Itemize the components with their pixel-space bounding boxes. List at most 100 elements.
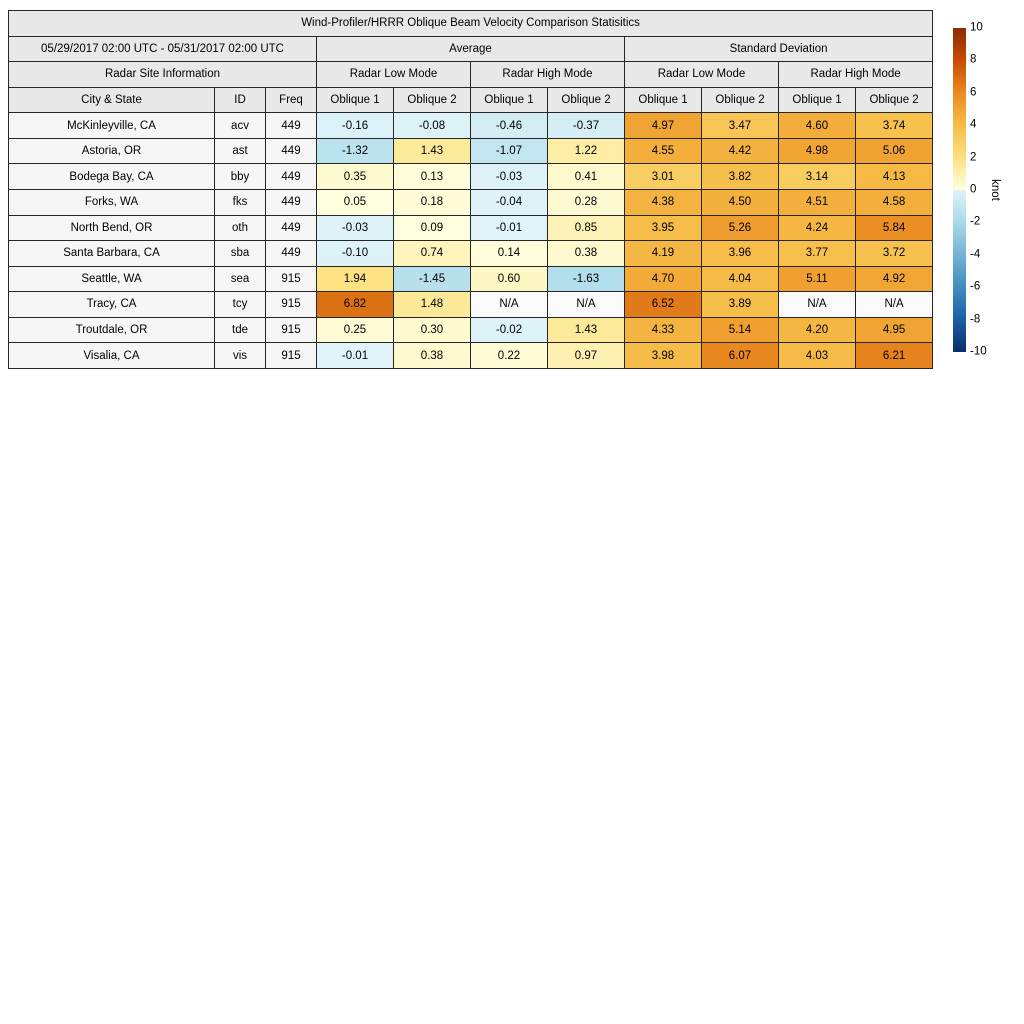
value-cell: -0.01 (470, 214, 548, 242)
col-oblique: Oblique 1 (470, 86, 548, 114)
col-oblique: Oblique 2 (854, 86, 934, 114)
value-cell: N/A (778, 291, 856, 318)
value-cell: 5.14 (701, 316, 779, 344)
value-cell: 6.52 (624, 291, 702, 318)
value-cell: -0.01 (316, 342, 394, 369)
avg-high-mode-header: Radar High Mode (470, 61, 625, 88)
city-cell: Santa Barbara, CA (8, 240, 215, 267)
value-cell: 4.92 (854, 265, 934, 293)
site-id-cell: tcy (214, 291, 266, 318)
freq-cell: 915 (265, 342, 317, 369)
value-cell: 1.43 (393, 137, 471, 165)
value-cell: 3.82 (701, 163, 779, 190)
col-city-state: City & State (8, 86, 215, 114)
table-row: McKinleyville, CA acv 449 -0.16 -0.08 -0.46 -0… (8, 112, 934, 139)
table-row: Astoria, OR ast 449 -1.32 1.43 -1.07 1.22 4.55 4… (8, 137, 934, 165)
value-cell: 4.50 (701, 188, 779, 216)
value-cell: 1.94 (316, 265, 394, 293)
col-oblique: Oblique 2 (393, 86, 471, 114)
value-cell: N/A (470, 291, 548, 318)
value-cell: 3.74 (854, 112, 934, 139)
value-cell: 0.18 (393, 188, 471, 216)
colorbar-tick-label: 10 (970, 21, 983, 34)
group-header-row: 05/29/2017 02:00 UTC - 05/31/2017 02:00 … (8, 35, 934, 63)
value-cell: -0.16 (316, 112, 394, 139)
value-cell: 4.98 (778, 137, 856, 165)
col-oblique: Oblique 1 (778, 86, 856, 114)
freq-cell: 449 (265, 163, 317, 190)
value-cell: -0.03 (316, 214, 394, 242)
colorbar-tick-label: 8 (970, 53, 977, 66)
value-cell: 0.38 (393, 342, 471, 369)
table-header: Wind-Profiler/HRRR Oblique Beam Velocity… (7, 10, 934, 114)
site-id-cell: vis (214, 342, 266, 369)
value-cell: 4.19 (624, 240, 702, 267)
value-cell: 0.41 (547, 163, 625, 190)
table-body: McKinleyville, CA acv 449 -0.16 -0.08 -0.46 -0… (8, 112, 934, 369)
city-cell: Bodega Bay, CA (8, 163, 215, 190)
value-cell: N/A (547, 291, 625, 318)
colorbar (953, 28, 966, 352)
colorbar-tick-label: 6 (970, 86, 977, 99)
value-cell: 5.84 (854, 214, 934, 242)
table-row: Seattle, WA sea 915 1.94 -1.45 0.60 -1.63 4.70 4… (8, 265, 934, 293)
value-cell: -0.10 (316, 240, 394, 267)
value-cell: 0.85 (547, 214, 625, 242)
table-row: Troutdale, OR tde 915 0.25 0.30 -0.02 1.43 4.33… (8, 316, 934, 344)
value-cell: 3.95 (624, 214, 702, 242)
col-oblique: Oblique 1 (624, 86, 702, 114)
city-cell: Tracy, CA (8, 291, 215, 318)
col-oblique: Oblique 1 (316, 86, 394, 114)
value-cell: N/A (854, 291, 934, 318)
value-cell: -1.63 (547, 265, 625, 293)
value-cell: 0.38 (547, 240, 625, 267)
freq-cell: 915 (265, 265, 317, 293)
colorbar-tick-label: 0 (970, 183, 977, 196)
average-group-header: Average (316, 35, 625, 63)
value-cell: 4.03 (778, 342, 856, 369)
table-row: Santa Barbara, CA sba 449 -0.10 0.74 0.14 0.38… (8, 240, 934, 267)
site-id-cell: ast (214, 137, 266, 165)
colorbar-tick-label: -8 (970, 312, 981, 325)
freq-cell: 915 (265, 316, 317, 344)
value-cell: 1.43 (547, 316, 625, 344)
value-cell: 3.14 (778, 163, 856, 190)
value-cell: 4.04 (701, 265, 779, 293)
value-cell: -1.32 (316, 137, 394, 165)
value-cell: 4.20 (778, 316, 856, 344)
value-cell: 4.97 (624, 112, 702, 139)
value-cell: 3.72 (854, 240, 934, 267)
colorbar-tick-label: 2 (970, 150, 977, 163)
period-header: 05/29/2017 02:00 UTC - 05/31/2017 02:00 … (8, 35, 317, 63)
value-cell: 0.14 (470, 240, 548, 267)
value-cell: 0.09 (393, 214, 471, 242)
value-cell: -0.37 (547, 112, 625, 139)
value-cell: 5.11 (778, 265, 856, 293)
value-cell: 4.33 (624, 316, 702, 344)
value-cell: 4.70 (624, 265, 702, 293)
value-cell: -1.45 (393, 265, 471, 293)
value-cell: -0.46 (470, 112, 548, 139)
value-cell: 0.05 (316, 188, 394, 216)
city-cell: Visalia, CA (8, 342, 215, 369)
value-cell: -1.07 (470, 137, 548, 165)
value-cell: -0.03 (470, 163, 548, 190)
value-cell: 4.55 (624, 137, 702, 165)
value-cell: 6.21 (854, 342, 934, 369)
value-cell: 5.06 (854, 137, 934, 165)
value-cell: 0.28 (547, 188, 625, 216)
value-cell: 5.26 (701, 214, 779, 242)
value-cell: -0.02 (470, 316, 548, 344)
value-cell: 0.13 (393, 163, 471, 190)
std-low-mode-header: Radar Low Mode (624, 61, 779, 88)
std-high-mode-header: Radar High Mode (777, 61, 934, 88)
colorbar-tick-label: 4 (970, 118, 977, 131)
col-oblique: Oblique 2 (701, 86, 779, 114)
freq-cell: 449 (265, 137, 317, 165)
site-id-cell: tde (214, 316, 266, 344)
value-cell: 1.22 (547, 137, 625, 165)
value-cell: 4.38 (624, 188, 702, 216)
value-cell: 4.42 (701, 137, 779, 165)
city-cell: North Bend, OR (8, 214, 215, 242)
